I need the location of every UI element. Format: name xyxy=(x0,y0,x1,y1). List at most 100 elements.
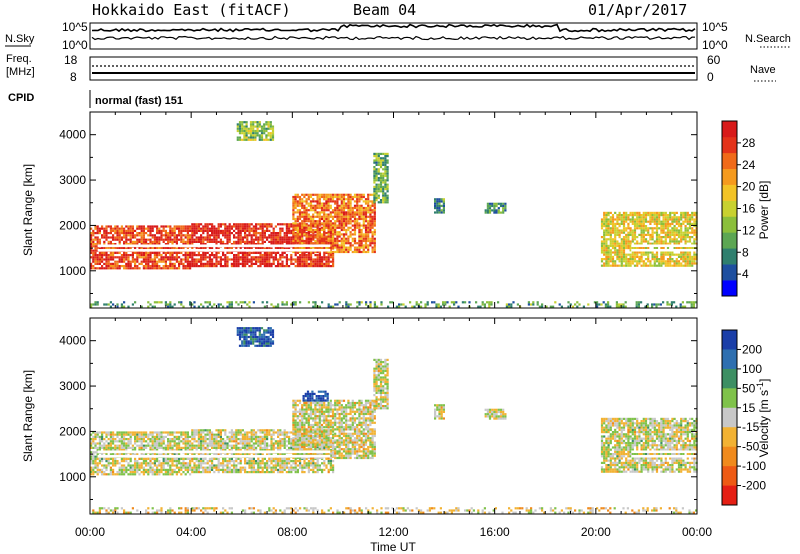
power-cell xyxy=(331,235,335,238)
power-cell xyxy=(274,232,277,235)
power-cell xyxy=(114,243,117,246)
velocity-cell xyxy=(118,466,121,469)
power-cell xyxy=(614,236,617,239)
velocity-cell xyxy=(125,471,128,474)
power-cell xyxy=(336,198,339,201)
power-cell xyxy=(660,236,663,239)
power-cell xyxy=(347,202,350,205)
power-cell xyxy=(673,216,676,219)
power-cell xyxy=(338,250,341,254)
power-cell xyxy=(149,265,152,268)
power-cell xyxy=(620,244,623,247)
power-cell xyxy=(616,249,619,252)
power-cell xyxy=(607,214,610,217)
power-cell xyxy=(386,159,389,162)
velocity-cell xyxy=(153,457,156,460)
power-cell xyxy=(633,238,637,241)
power-cell xyxy=(285,243,288,246)
power-cell xyxy=(666,253,670,256)
velocity-cell xyxy=(92,431,95,434)
power-cell xyxy=(642,227,645,230)
power-cell xyxy=(301,220,304,223)
power-cell xyxy=(180,262,183,265)
power-cell xyxy=(373,237,376,240)
power-cell xyxy=(208,303,211,306)
power-cell xyxy=(288,227,291,230)
power-cell xyxy=(120,236,123,239)
power-cell xyxy=(294,236,297,239)
power-cell xyxy=(636,218,639,221)
velocity-cell xyxy=(191,471,194,474)
power-cell xyxy=(609,229,612,232)
power-cell xyxy=(125,229,128,232)
power-cell xyxy=(136,265,139,268)
power-cell xyxy=(367,231,370,234)
power-cell xyxy=(123,265,126,268)
power-cell xyxy=(109,267,112,270)
power-cell xyxy=(356,222,359,225)
velocity-cell xyxy=(120,431,123,434)
power-cell xyxy=(193,251,196,254)
power-cell xyxy=(666,303,669,306)
power-cell xyxy=(417,303,420,306)
power-cell xyxy=(314,228,317,232)
power-cell xyxy=(329,232,332,235)
power-cell xyxy=(644,225,648,228)
power-cell xyxy=(294,217,297,221)
velocity-cell xyxy=(184,446,187,449)
velocity-cell xyxy=(180,468,183,471)
power-cell xyxy=(164,260,167,263)
velocity-cell xyxy=(90,468,93,471)
power-cell xyxy=(598,303,601,306)
power-cell xyxy=(609,251,612,254)
power-cell xyxy=(127,258,130,261)
power-cell xyxy=(609,227,612,230)
power-cell xyxy=(618,231,621,234)
power-cell xyxy=(362,244,365,247)
power-cell xyxy=(373,209,376,212)
velocity-cell xyxy=(120,449,123,452)
power-cell xyxy=(316,195,319,199)
power-cell xyxy=(180,258,183,261)
power-cell xyxy=(147,262,150,265)
velocity-cell xyxy=(118,433,121,436)
velocity-cell xyxy=(127,468,130,471)
power-cell xyxy=(263,123,266,126)
power-cell xyxy=(244,247,247,250)
power-cell xyxy=(677,242,681,245)
power-cell xyxy=(358,213,361,216)
velocity-cell xyxy=(127,431,130,434)
velocity-cell xyxy=(147,457,150,460)
power-cell xyxy=(127,260,130,263)
power-cell xyxy=(684,236,687,239)
power-cell xyxy=(360,246,363,249)
power-cell xyxy=(382,196,385,199)
power-cell xyxy=(603,262,606,265)
velocity-cell xyxy=(129,431,132,434)
power-cell xyxy=(373,170,376,173)
power-cell xyxy=(495,209,498,212)
power-cell xyxy=(658,220,661,223)
power-cell xyxy=(356,209,359,212)
power-cell xyxy=(367,209,370,212)
velocity-cell xyxy=(186,444,189,447)
velocity-cell xyxy=(101,464,104,467)
power-cell xyxy=(345,206,348,210)
power-cell xyxy=(316,200,319,203)
power-cell xyxy=(281,236,284,239)
power-cell xyxy=(263,305,266,308)
power-colorbar-segment xyxy=(722,152,737,170)
power-cell xyxy=(373,301,376,304)
power-cell xyxy=(327,204,330,207)
power-cell xyxy=(230,225,233,228)
power-cell xyxy=(688,251,692,254)
power-cell xyxy=(268,256,271,259)
power-cell xyxy=(633,255,637,258)
power-cell xyxy=(669,216,672,219)
power-cell xyxy=(603,211,606,214)
power-cell xyxy=(305,206,308,210)
velocity-cell xyxy=(96,433,99,436)
power-cell xyxy=(283,232,286,235)
velocity-cell xyxy=(191,438,194,441)
power-cell xyxy=(677,216,681,219)
